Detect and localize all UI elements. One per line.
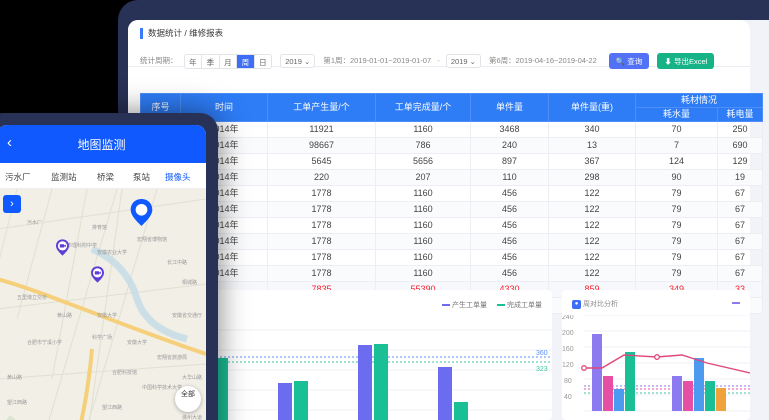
svg-text:五里墩立交桥: 五里墩立交桥 <box>17 294 47 301</box>
svg-text:40: 40 <box>564 394 572 401</box>
svg-text:安徽大学: 安徽大学 <box>97 312 117 319</box>
svg-text:桐城路: 桐城路 <box>182 279 197 286</box>
svg-text:合肥市宁溪小学: 合肥市宁溪小学 <box>27 339 62 346</box>
svg-text:80: 80 <box>564 378 572 385</box>
svg-text:黄山路: 黄山路 <box>57 312 72 319</box>
svg-text:排育馆: 排育馆 <box>92 224 107 231</box>
svg-text:大华山路: 大华山路 <box>182 374 202 381</box>
svg-text:安徽大学: 安徽大学 <box>127 339 147 346</box>
svg-text:323: 323 <box>536 366 548 373</box>
svg-text:安徽农业大学: 安徽农业大学 <box>97 249 127 256</box>
svg-text:滁州大道: 滁州大道 <box>182 414 202 420</box>
svg-text:污水厂: 污水厂 <box>27 219 42 226</box>
svg-text:长江中路: 长江中路 <box>167 259 187 266</box>
svg-text:黄山路: 黄山路 <box>7 374 22 381</box>
svg-text:望江西路: 望江西路 <box>7 399 27 406</box>
svg-text:200: 200 <box>562 330 574 337</box>
svg-text:160: 160 <box>562 346 574 353</box>
svg-text:望江西路: 望江西路 <box>102 404 122 411</box>
svg-text:120: 120 <box>562 362 574 369</box>
svg-text:科学广场: 科学广场 <box>92 334 112 341</box>
svg-text:合肥科技馆: 合肥科技馆 <box>112 369 137 376</box>
svg-text:宏翔省旅游局: 宏翔省旅游局 <box>157 354 187 361</box>
svg-text:中国科学技术大学: 中国科学技术大学 <box>142 384 182 391</box>
svg-text:360: 360 <box>536 350 548 357</box>
svg-text:240: 240 <box>562 315 574 321</box>
svg-text:宏翔省博物馆: 宏翔省博物馆 <box>137 236 167 243</box>
svg-text:安徽省交通厅: 安徽省交通厅 <box>172 312 202 319</box>
